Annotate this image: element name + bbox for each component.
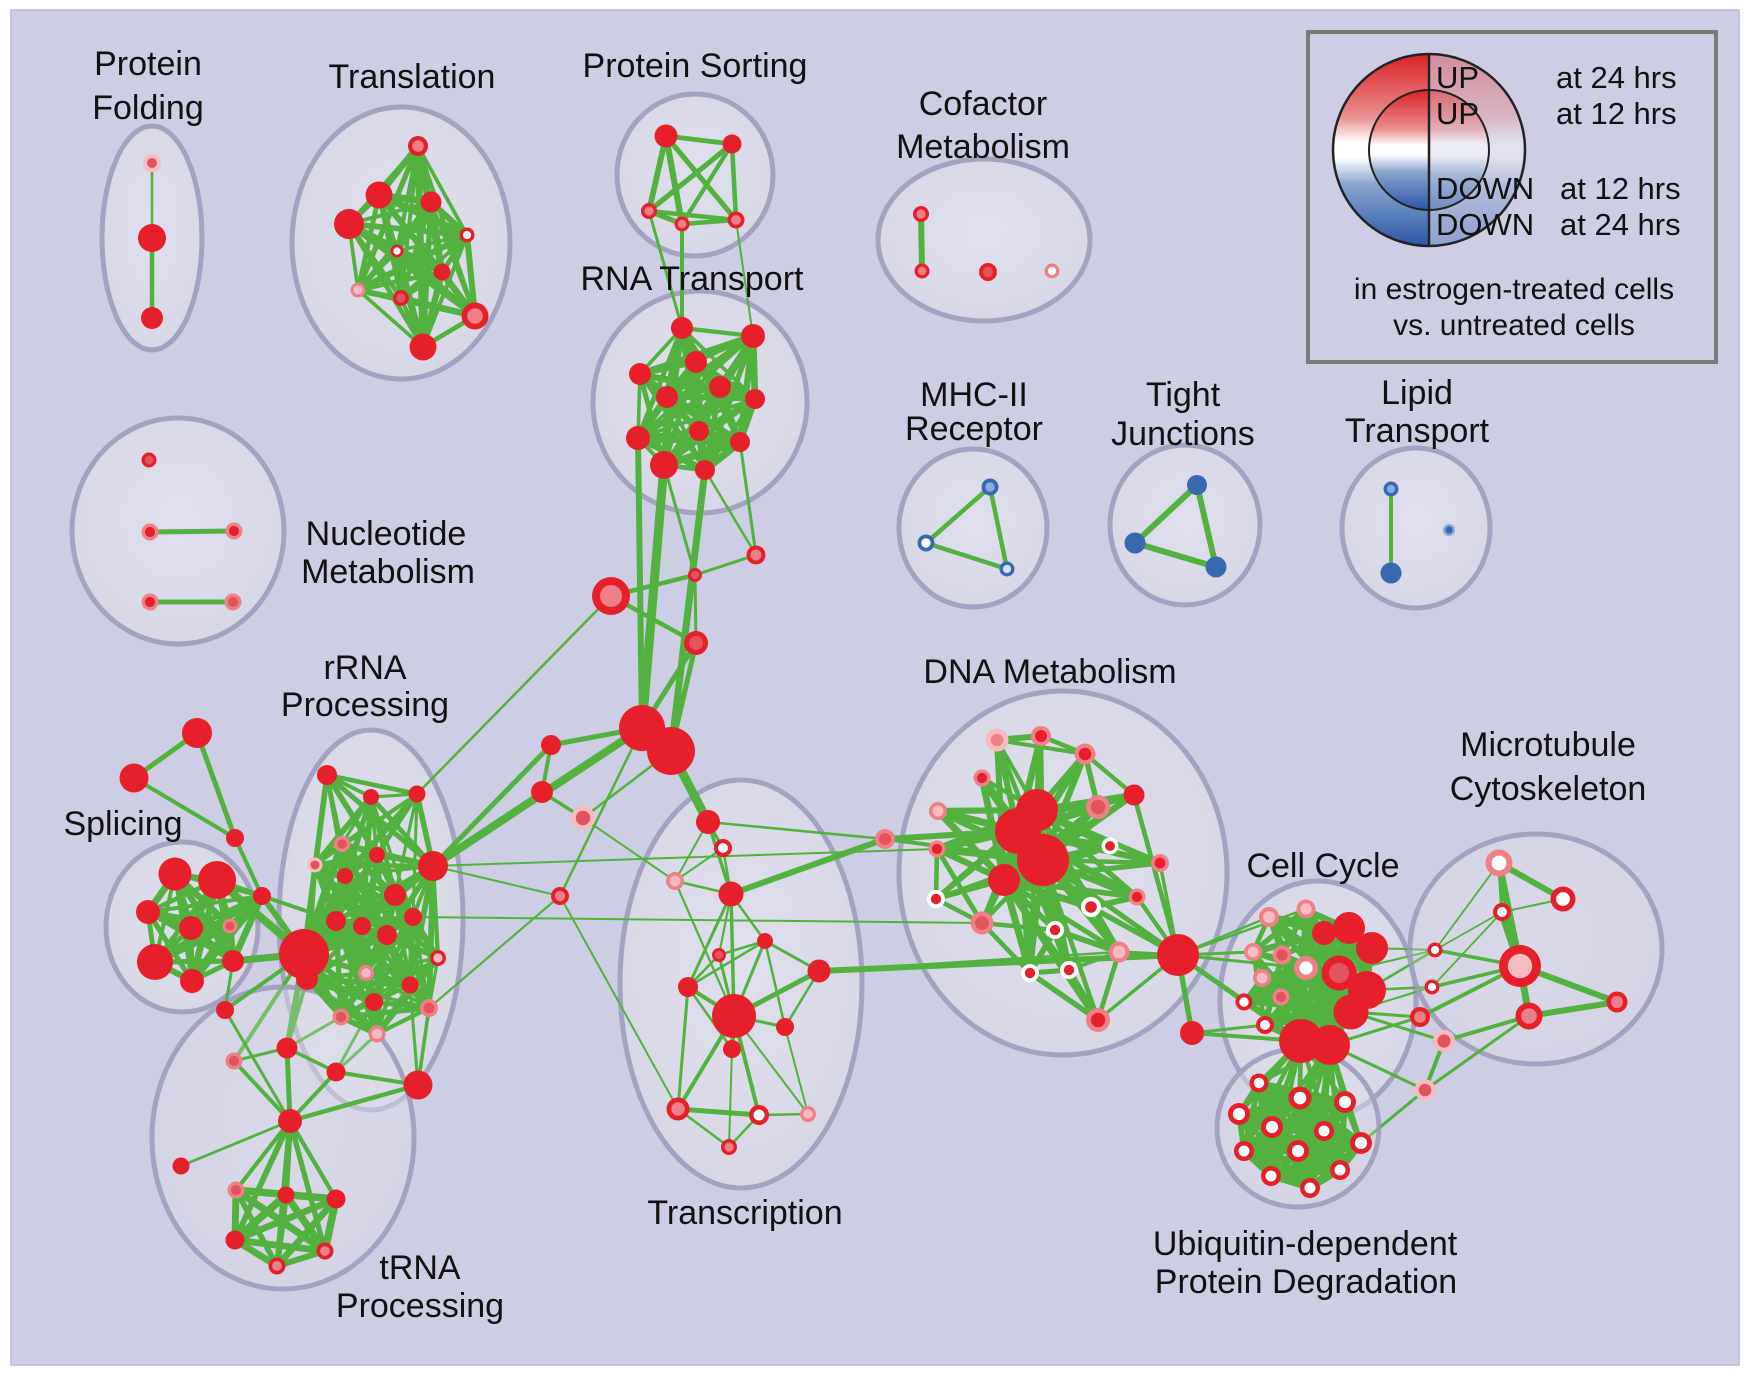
svg-text:rRNA: rRNA	[323, 649, 406, 687]
svg-text:Metabolism: Metabolism	[896, 128, 1070, 166]
svg-text:Splicing: Splicing	[63, 805, 182, 843]
svg-text:Translation: Translation	[329, 58, 496, 96]
svg-text:DNA Metabolism: DNA Metabolism	[923, 653, 1176, 691]
svg-text:Metabolism: Metabolism	[301, 553, 475, 591]
svg-text:Cofactor: Cofactor	[919, 85, 1048, 123]
svg-text:at 24 hrs: at 24 hrs	[1560, 207, 1681, 242]
svg-text:DOWN: DOWN	[1436, 207, 1534, 242]
svg-text:Microtubule: Microtubule	[1460, 726, 1636, 764]
svg-text:Protein Degradation: Protein Degradation	[1155, 1263, 1457, 1301]
svg-text:at 12 hrs: at 12 hrs	[1556, 96, 1677, 131]
svg-text:Tight: Tight	[1146, 376, 1221, 414]
svg-text:Ubiquitin-dependent: Ubiquitin-dependent	[1153, 1225, 1458, 1263]
svg-text:vs. untreated cells: vs. untreated cells	[1393, 309, 1635, 342]
svg-text:Lipid: Lipid	[1381, 374, 1453, 412]
svg-text:Processing: Processing	[281, 686, 449, 724]
svg-text:Protein Sorting: Protein Sorting	[583, 47, 808, 85]
svg-text:Nucleotide: Nucleotide	[306, 515, 467, 553]
svg-text:Cell Cycle: Cell Cycle	[1246, 847, 1399, 885]
svg-text:Cytoskeleton: Cytoskeleton	[1450, 770, 1647, 808]
svg-text:Receptor: Receptor	[905, 410, 1043, 448]
svg-text:Folding: Folding	[92, 89, 204, 127]
svg-text:UP: UP	[1436, 96, 1479, 131]
svg-text:tRNA: tRNA	[379, 1249, 461, 1287]
svg-text:Transcription: Transcription	[647, 1194, 842, 1232]
svg-text:UP: UP	[1436, 60, 1479, 95]
svg-text:at 24 hrs: at 24 hrs	[1556, 60, 1677, 95]
svg-text:DOWN: DOWN	[1436, 171, 1534, 206]
svg-text:Junctions: Junctions	[1111, 415, 1255, 453]
svg-text:Processing: Processing	[336, 1287, 504, 1325]
svg-text:Transport: Transport	[1345, 412, 1490, 450]
svg-text:MHC-II: MHC-II	[920, 376, 1028, 414]
svg-text:RNA Transport: RNA Transport	[581, 260, 805, 298]
svg-text:at 12 hrs: at 12 hrs	[1560, 171, 1681, 206]
svg-text:Protein: Protein	[94, 45, 202, 83]
svg-text:in estrogen-treated cells: in estrogen-treated cells	[1354, 273, 1674, 306]
